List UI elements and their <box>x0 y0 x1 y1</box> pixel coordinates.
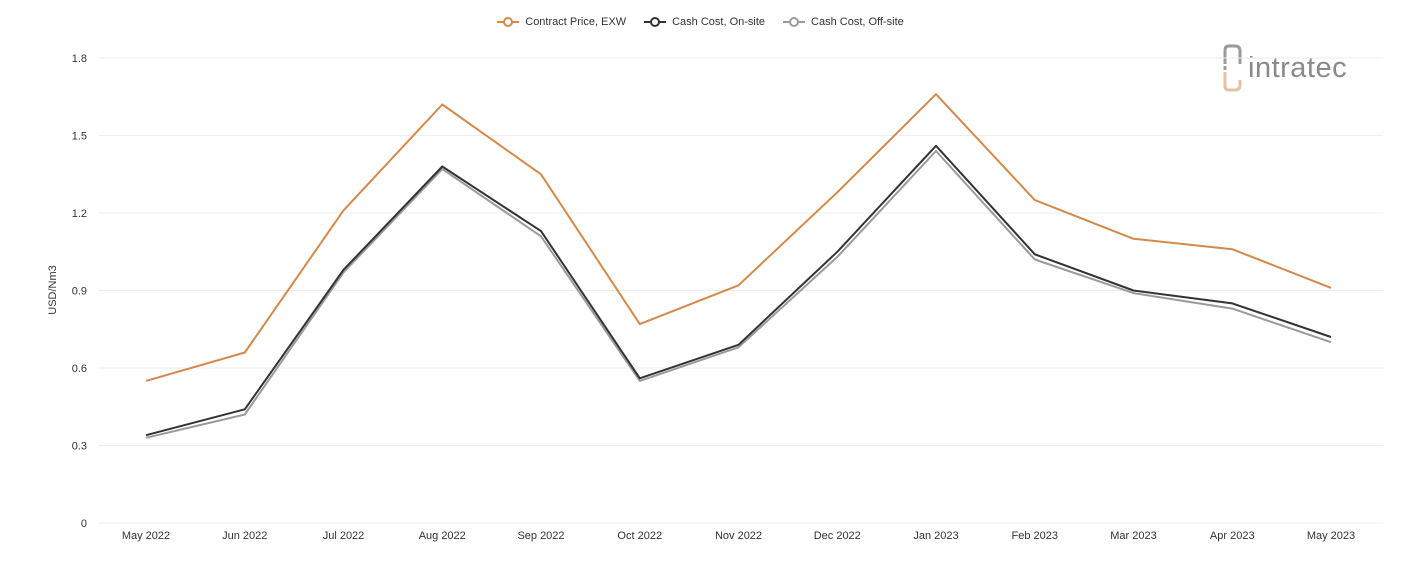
y-tick-label: 1.2 <box>72 208 87 220</box>
x-tick-label: Aug 2022 <box>419 530 466 542</box>
x-axis-ticks: May 2022 Jun 2022 Jul 2022 Aug 2022 Sep 2022… <box>122 530 1355 542</box>
y-tick-label: 0.3 <box>72 441 87 453</box>
chart-legend: Contract Price, EXW Cash Cost, On-site C… <box>0 16 1401 28</box>
series-line-cash-cost-on-site[interactable] <box>145 144 1332 437</box>
x-tick-label: May 2023 <box>1307 530 1355 542</box>
legend-swatch-contract-price <box>497 16 520 28</box>
legend-item-cash-cost-on-site[interactable]: Cash Cost, On-site <box>644 16 765 28</box>
legend-label-cash-cost-off-site: Cash Cost, Off-site <box>811 16 904 28</box>
series-lines <box>145 93 1332 439</box>
x-tick-label: Jan 2023 <box>913 530 958 542</box>
x-tick-label: Apr 2023 <box>1210 530 1255 542</box>
y-axis-ticks: 0 0.3 0.6 0.9 1.2 1.5 1.8 <box>72 53 87 530</box>
x-tick-label: Sep 2022 <box>517 530 564 542</box>
x-tick-label: Oct 2022 <box>617 530 662 542</box>
legend-label-cash-cost-on-site: Cash Cost, On-site <box>672 16 766 28</box>
series-line-contract-price-exw[interactable] <box>145 93 1332 382</box>
y-tick-label: 1.8 <box>72 53 87 65</box>
y-tick-label: 1.5 <box>72 131 87 143</box>
series-line-cash-cost-off-site[interactable] <box>145 150 1332 439</box>
intratec-logo: intratec <box>1222 44 1347 92</box>
y-tick-label: 0.9 <box>72 286 87 298</box>
intratec-logo-icon <box>1223 44 1242 92</box>
x-tick-label: May 2022 <box>122 530 170 542</box>
legend-swatch-cash-cost-on-site <box>644 16 667 28</box>
x-tick-label: Feb 2023 <box>1012 530 1058 542</box>
x-tick-label: Dec 2022 <box>814 530 861 542</box>
legend-label-contract-price: Contract Price, EXW <box>525 16 627 28</box>
x-tick-label: Nov 2022 <box>715 530 762 542</box>
y-tick-label: 0 <box>81 518 87 530</box>
x-tick-label: Jun 2022 <box>222 530 267 542</box>
logo-text: intratec <box>1248 51 1348 84</box>
grid-lines <box>98 57 1383 524</box>
legend-item-contract-price[interactable]: Contract Price, EXW <box>497 16 626 28</box>
y-tick-label: 0.6 <box>72 363 87 375</box>
x-tick-label: Jul 2022 <box>323 530 365 542</box>
legend-item-cash-cost-off-site[interactable]: Cash Cost, Off-site <box>783 16 904 28</box>
x-tick-label: Mar 2023 <box>1110 530 1156 542</box>
legend-swatch-cash-cost-off-site <box>783 16 806 28</box>
y-axis-title: USD/Nm3 <box>47 265 59 315</box>
